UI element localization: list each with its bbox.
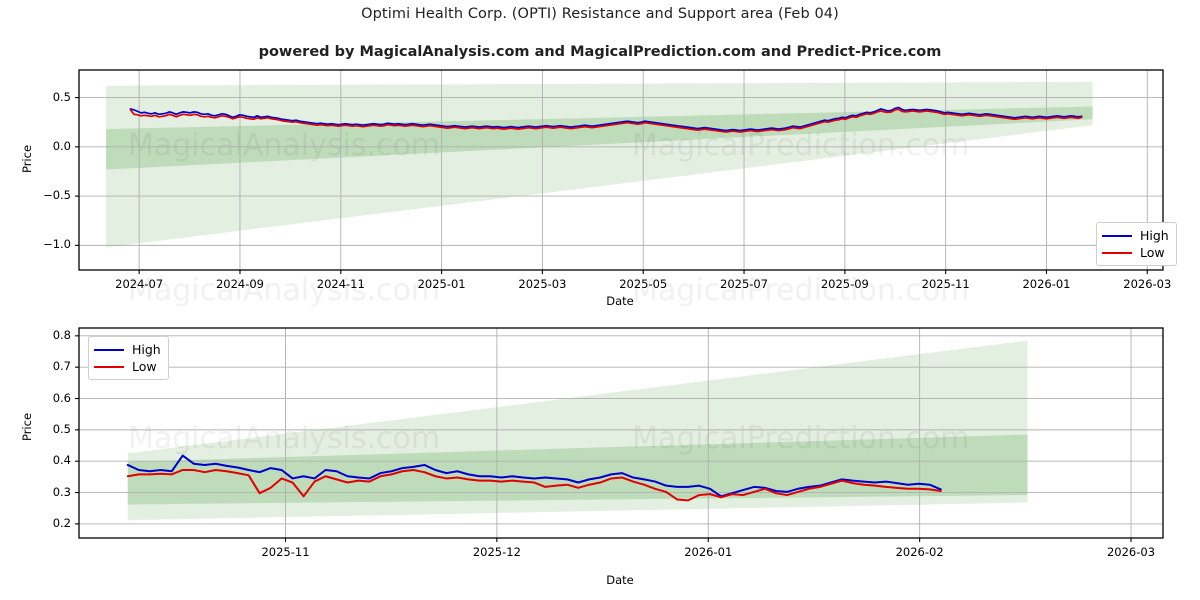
series-line-low — [126, 468, 942, 502]
legend-row-low: Low — [1102, 244, 1169, 261]
y-tick-label: 0.5 — [52, 421, 71, 436]
x-tick-label: 2025-01 — [417, 277, 466, 291]
zoom-legend: High Low — [88, 336, 169, 380]
x-tick-label: 2025-03 — [518, 277, 567, 291]
watermark-group: MagicalAnalysis.com MagicalPrediction.com… — [128, 128, 970, 308]
y-tick-label: 0.5 — [52, 89, 71, 104]
overview-chart-svg: MagicalAnalysis.com MagicalPrediction.com… — [75, 69, 1164, 308]
overview-chart-panel: MagicalAnalysis.com MagicalPrediction.com… — [0, 62, 1200, 312]
x-tick-label: 2025-07 — [720, 277, 769, 291]
y-tick-label: 0.8 — [52, 327, 71, 342]
watermark-group: MagicalAnalysis.com MagicalPrediction.com — [128, 421, 970, 456]
watermark-prediction: MagicalPrediction.com — [632, 128, 970, 163]
x-tick-label: 2025-12 — [472, 545, 521, 559]
x-tick-label: 2026-03 — [1123, 277, 1172, 291]
series-line-high — [126, 454, 942, 498]
y-tick-label: 0.2 — [52, 515, 71, 530]
x-tick-label: 2024-09 — [215, 277, 264, 291]
x-tick-label: 2025-09 — [820, 277, 869, 291]
legend-swatch-high — [1102, 234, 1132, 237]
y-tick-label: 0.3 — [52, 484, 71, 499]
legend-label-high: High — [132, 342, 161, 357]
band-inner-band — [106, 106, 1093, 170]
x-tick-label: 2026-02 — [895, 545, 944, 559]
series-line-low — [129, 108, 1083, 133]
y-tick-label: 0.4 — [52, 453, 71, 468]
legend-label-high: High — [1140, 228, 1169, 243]
y-tick-label: −0.5 — [43, 188, 71, 203]
overview-x-axis-label: Date — [606, 294, 634, 308]
legend-label-low: Low — [1140, 245, 1165, 260]
y-tick-label: 0.7 — [52, 359, 71, 374]
legend-row-high: High — [94, 341, 161, 358]
x-tick-label: 2025-11 — [261, 545, 310, 559]
y-tick-label: 0.6 — [52, 390, 71, 405]
legend-swatch-low — [1102, 251, 1132, 254]
y-tick-label: −1.0 — [43, 237, 71, 252]
x-tick-label: 2026-01 — [684, 545, 733, 559]
plot-frame — [78, 327, 1164, 539]
grid-lines — [79, 70, 1163, 270]
watermark-analysis: MagicalAnalysis.com — [128, 273, 440, 308]
legend-label-low: Low — [132, 359, 157, 374]
band-outer-cone — [106, 81, 1093, 248]
watermark-analysis: MagicalAnalysis.com — [128, 128, 440, 163]
overview-legend: High Low — [1096, 222, 1177, 266]
prediction-bands — [106, 81, 1093, 248]
series-line-high — [129, 106, 1083, 132]
watermark-analysis: MagicalAnalysis.com — [128, 421, 440, 456]
x-tick-label: 2025-05 — [619, 277, 668, 291]
zoom-chart-svg: MagicalAnalysis.com MagicalPrediction.com — [75, 327, 1164, 542]
x-tick-label: 2024-11 — [316, 277, 365, 291]
watermark-prediction: MagicalPrediction.com — [632, 421, 970, 456]
axis-ticks — [75, 335, 1132, 542]
y-tick-label: 0.0 — [52, 138, 71, 153]
legend-row-low: Low — [94, 358, 161, 375]
page-title: Optimi Health Corp. (OPTI) Resistance an… — [361, 6, 839, 22]
axis-ticks — [75, 97, 1148, 274]
plot-frame — [78, 69, 1164, 271]
x-tick-label: 2025-11 — [921, 277, 970, 291]
zoom-chart-panel: MagicalAnalysis.com MagicalPrediction.com… — [0, 320, 1200, 600]
zoom-x-axis-label: Date — [606, 573, 634, 587]
x-tick-label: 2026-03 — [1106, 545, 1156, 559]
legend-row-high: High — [1102, 227, 1169, 244]
x-tick-label: 2024-07 — [115, 277, 164, 291]
page-subtitle: powered by MagicalAnalysis.com and Magic… — [258, 44, 942, 60]
x-tick-label: 2026-01 — [1022, 277, 1071, 291]
legend-swatch-low — [94, 365, 124, 368]
watermark-prediction: MagicalPrediction.com — [632, 273, 970, 308]
legend-swatch-high — [94, 348, 124, 351]
